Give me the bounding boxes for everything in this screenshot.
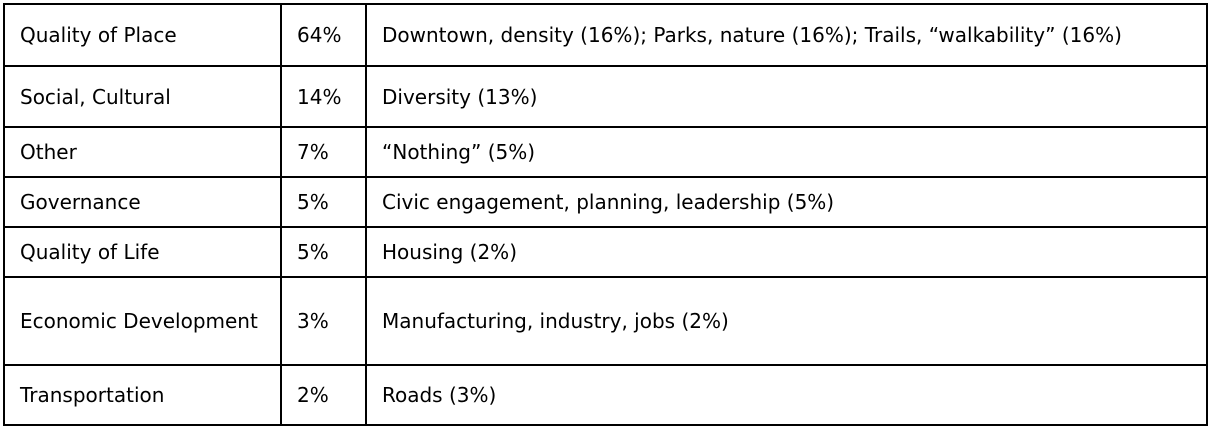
- category-cell: Economic Development: [3, 276, 282, 366]
- category-cell: Transportation: [3, 364, 282, 426]
- percent-cell: 2%: [280, 364, 367, 426]
- percent-cell: 3%: [280, 276, 367, 366]
- detail-cell: Downtown, density (16%); Parks, nature (…: [365, 3, 1208, 67]
- detail-cell: “Nothing” (5%): [365, 126, 1208, 178]
- category-cell: Other: [3, 126, 282, 178]
- detail-cell: Roads (3%): [365, 364, 1208, 426]
- table-row: Quality of Life 5% Housing (2%): [3, 226, 1208, 278]
- table-row: Quality of Place 64% Downtown, density (…: [3, 3, 1208, 67]
- category-cell: Quality of Life: [3, 226, 282, 278]
- category-cell: Quality of Place: [3, 3, 282, 67]
- percent-cell: 64%: [280, 3, 367, 67]
- table-row: Transportation 2% Roads (3%): [3, 364, 1208, 426]
- percent-cell: 14%: [280, 65, 367, 128]
- category-cell: Governance: [3, 176, 282, 228]
- percent-cell: 5%: [280, 176, 367, 228]
- detail-cell: Diversity (13%): [365, 65, 1208, 128]
- table-row: Governance 5% Civic engagement, planning…: [3, 176, 1208, 228]
- data-table: Quality of Place 64% Downtown, density (…: [3, 3, 1208, 426]
- detail-cell: Manufacturing, industry, jobs (2%): [365, 276, 1208, 366]
- category-cell: Social, Cultural: [3, 65, 282, 128]
- table-row: Economic Development 3% Manufacturing, i…: [3, 276, 1208, 366]
- detail-cell: Housing (2%): [365, 226, 1208, 278]
- detail-cell: Civic engagement, planning, leadership (…: [365, 176, 1208, 228]
- table-row: Social, Cultural 14% Diversity (13%): [3, 65, 1208, 128]
- percent-cell: 5%: [280, 226, 367, 278]
- table-row: Other 7% “Nothing” (5%): [3, 126, 1208, 178]
- percent-cell: 7%: [280, 126, 367, 178]
